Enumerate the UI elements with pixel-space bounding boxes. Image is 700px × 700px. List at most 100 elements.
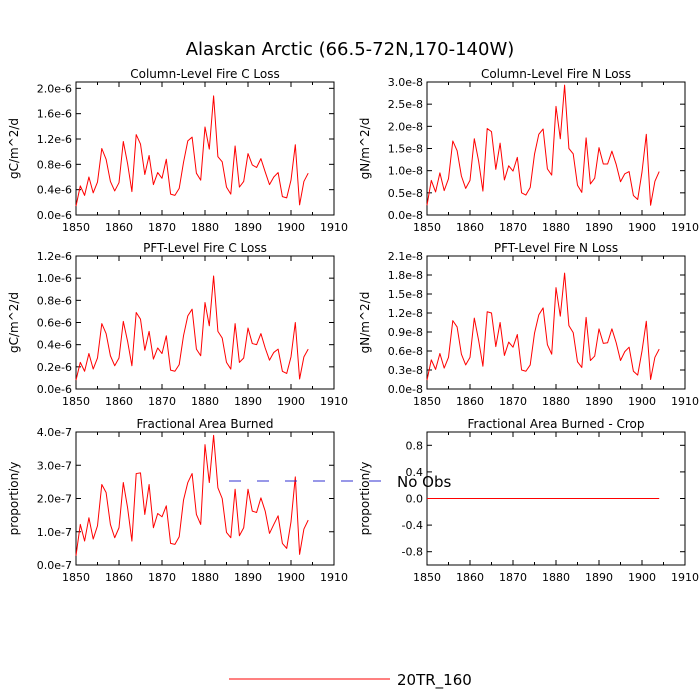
chart-panel: PFT-Level Fire C Loss gC/m^2/d 1850 1860 187…	[7, 241, 348, 408]
y-tick-label: 0.0e-6	[37, 209, 72, 222]
axis-frame	[426, 81, 686, 216]
x-tick-label: 1890	[585, 221, 613, 234]
x-tick-label: 1870	[148, 571, 176, 584]
x-tick-label: 1910	[320, 221, 348, 234]
x-tick-label: 1850	[413, 571, 441, 584]
x-tick-label: 1890	[234, 221, 262, 234]
y-axis-label: gN/m^2/d	[358, 118, 372, 180]
x-tick-label: 1900	[277, 571, 305, 584]
panel-title: Fractional Area Burned - Crop	[468, 417, 645, 431]
series-line	[75, 95, 309, 207]
y-tick-label: 1.6e-6	[37, 108, 72, 121]
x-tick-label: 1900	[277, 395, 305, 408]
panels-group: Column-Level Fire C Loss gC/m^2/d 1850 1860…	[7, 67, 699, 584]
x-tick-label: 1910	[320, 571, 348, 584]
series-line	[426, 84, 660, 206]
x-tick-label: 1860	[105, 221, 133, 234]
x-tick-label: 1890	[585, 395, 613, 408]
panel-title: PFT-Level Fire N Loss	[494, 241, 618, 255]
y-tick-label: 0.6e-6	[37, 317, 72, 330]
x-tick-label: 1890	[585, 571, 613, 584]
y-tick-label: 1.2e-8	[388, 307, 423, 320]
y-axis-label: gC/m^2/d	[7, 118, 21, 179]
legend-item: 20TR_160	[229, 671, 472, 690]
chart-panel: PFT-Level Fire N Loss gN/m^2/d 1850 1860 187…	[358, 241, 699, 408]
y-tick-label: 2.1e-8	[388, 250, 423, 263]
x-tick-label: 1900	[628, 221, 656, 234]
y-tick-label: 1.0e-8	[388, 165, 423, 178]
y-tick-label: 0.4e-6	[37, 184, 72, 197]
chart-panel: Fractional Area Burned proportion/y 1850 18…	[7, 417, 348, 584]
x-tick-label: 1850	[413, 395, 441, 408]
x-tick-label: 1880	[191, 571, 219, 584]
chart-panel: Column-Level Fire C Loss gC/m^2/d 1850 1860…	[7, 67, 348, 234]
y-tick-label: 0.0e-7	[37, 559, 72, 572]
y-axis-label: gC/m^2/d	[7, 292, 21, 353]
y-tick-label: 1.0e-6	[37, 272, 72, 285]
y-tick-label: 0.8e-6	[37, 158, 72, 171]
y-tick-label: 0.4e-6	[37, 339, 72, 352]
x-tick-label: 1850	[62, 571, 90, 584]
y-tick-label: 1.2e-6	[37, 133, 72, 146]
y-tick-label: 0.5e-8	[388, 187, 423, 200]
panel-title: Column-Level Fire C Loss	[130, 67, 280, 81]
x-tick-label: 1900	[628, 395, 656, 408]
x-tick-label: 1860	[456, 395, 484, 408]
y-tick-label: 0.6e-8	[388, 345, 423, 358]
x-tick-label: 1850	[62, 221, 90, 234]
y-tick-label: 0.3e-8	[388, 364, 423, 377]
y-tick-label: 0.2e-6	[37, 361, 72, 374]
y-tick-label: -0.8	[402, 546, 423, 559]
y-axis-label: proportion/y	[358, 462, 372, 536]
y-tick-label: 1.2e-6	[37, 250, 72, 263]
x-tick-label: 1900	[277, 221, 305, 234]
x-tick-label: 1880	[542, 395, 570, 408]
y-tick-label: 3.0e-8	[388, 76, 423, 89]
x-tick-label: 1900	[628, 571, 656, 584]
x-tick-label: 1910	[671, 221, 699, 234]
x-tick-label: 1910	[320, 395, 348, 408]
legend-item: No Obs	[229, 473, 451, 491]
y-tick-label: 1.5e-8	[388, 143, 423, 156]
x-tick-label: 1860	[456, 571, 484, 584]
y-tick-label: 1.0e-7	[37, 526, 72, 539]
y-tick-label: 2.0e-6	[37, 82, 72, 95]
x-tick-label: 1860	[456, 221, 484, 234]
panel-title: Column-Level Fire N Loss	[481, 67, 631, 81]
y-tick-label: 4.0e-7	[37, 426, 72, 439]
panel-title: Fractional Area Burned	[137, 417, 274, 431]
x-tick-label: 1870	[499, 221, 527, 234]
y-axis-label: proportion/y	[7, 462, 21, 536]
series-line	[75, 434, 309, 556]
y-axis-label: gN/m^2/d	[358, 292, 372, 354]
panel-title: PFT-Level Fire C Loss	[143, 241, 267, 255]
x-tick-label: 1850	[62, 395, 90, 408]
x-tick-label: 1870	[499, 571, 527, 584]
y-tick-label: 0.0	[406, 493, 424, 506]
legend-label: No Obs	[397, 473, 451, 491]
y-tick-label: 1.5e-8	[388, 288, 423, 301]
figure-title: Alaskan Arctic (66.5-72N,170-140W)	[186, 39, 515, 60]
legend: No Obs 20TR_160	[229, 473, 472, 690]
x-tick-label: 1880	[191, 221, 219, 234]
series-line	[426, 272, 660, 381]
series-line	[75, 275, 309, 381]
y-tick-label: 0.4	[406, 466, 424, 479]
y-tick-label: 1.8e-8	[388, 269, 423, 282]
y-tick-label: 0.0e-8	[388, 383, 423, 396]
x-tick-label: 1870	[499, 395, 527, 408]
x-tick-label: 1890	[234, 571, 262, 584]
x-tick-label: 1890	[234, 395, 262, 408]
x-tick-label: 1870	[148, 221, 176, 234]
x-tick-label: 1880	[542, 571, 570, 584]
x-tick-label: 1880	[191, 395, 219, 408]
x-tick-label: 1860	[105, 395, 133, 408]
x-tick-label: 1880	[542, 221, 570, 234]
y-tick-label: 0.8e-6	[37, 294, 72, 307]
x-tick-label: 1850	[413, 221, 441, 234]
x-tick-label: 1860	[105, 571, 133, 584]
y-tick-label: 0.9e-8	[388, 326, 423, 339]
legend-label: 20TR_160	[397, 671, 472, 690]
x-tick-label: 1910	[671, 395, 699, 408]
